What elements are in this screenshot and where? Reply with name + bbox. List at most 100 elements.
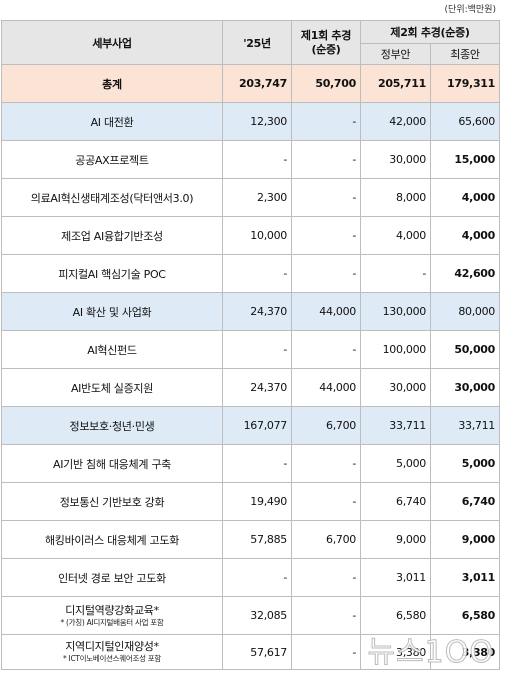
value-gov: 30,000 bbox=[360, 368, 431, 407]
value-supp1: 44,000 bbox=[291, 368, 361, 407]
value-supp1: - bbox=[291, 444, 361, 483]
value-gov: 130,000 bbox=[360, 292, 431, 331]
value-final: 50,000 bbox=[429, 330, 501, 369]
row-name: 의료AI혁신생태계조성(닥터앤서3.0) bbox=[1, 178, 223, 217]
value-gov: 4,000 bbox=[360, 216, 431, 255]
total-row: 총계 203,747 50,700 205,711 179,311 bbox=[1, 64, 501, 103]
table-row: AI혁신펀드 - -100,000 50,000 bbox=[1, 330, 501, 369]
table-row: 해킹바이러스 대응체계 고도화 57,885 6,700 9,000 9,000 bbox=[1, 520, 501, 559]
value-final: 3,380 bbox=[429, 634, 501, 670]
value-final: 42,600 bbox=[429, 254, 501, 293]
value-2025: 12,300 bbox=[222, 102, 292, 141]
row-name: 정보통신 기반보호 강화 bbox=[1, 482, 223, 521]
row-name: 총계 bbox=[1, 64, 223, 103]
row-name: 디지털역량강화교육* * (가칭) AI디지털배움터 사업 포함 bbox=[1, 596, 223, 635]
table-row: 정보통신 기반보호 강화 19,490-6,740 6,740 bbox=[1, 482, 501, 521]
table-row: 제조업 AI융합기반조성 10,000-4,000 4,000 bbox=[1, 216, 501, 255]
value-2025: 32,085 bbox=[222, 596, 292, 635]
value-final: 80,000 bbox=[429, 292, 501, 331]
category-row: AI 확산 및 사업화 24,370 44,000 130,000 80,000 bbox=[1, 292, 501, 331]
value-supp1: 6,700 bbox=[291, 406, 361, 445]
value-gov: 30,000 bbox=[360, 140, 431, 179]
value-final: 5,000 bbox=[429, 444, 501, 483]
value-2025: 19,490 bbox=[222, 482, 292, 521]
row-footnote: * (가칭) AI디지털배움터 사업 포함 bbox=[60, 617, 164, 627]
value-supp1: - bbox=[291, 330, 361, 369]
value-2025: 24,370 bbox=[222, 368, 292, 407]
table-row: 피지컬AI 핵심기술 POC - - -42,600 bbox=[1, 254, 501, 293]
value-2025: - bbox=[222, 330, 292, 369]
value-2025: - bbox=[222, 444, 292, 483]
value-2025: 24,370 bbox=[222, 292, 292, 331]
value-final: 15,000 bbox=[429, 140, 501, 179]
value-final: 4,000 bbox=[429, 216, 501, 255]
table-row: 지역디지털인재양성* * ICT이노베이션스퀘어조성 포함 57,617-3,380… bbox=[1, 634, 501, 670]
value-final: 6,740 bbox=[429, 482, 501, 521]
value-supp1: - bbox=[291, 634, 361, 670]
header-supp1-line1: 제1회 추경 bbox=[300, 28, 352, 42]
header-final: 최종안 bbox=[429, 43, 501, 65]
category-row: 정보보호·청년·민생 167,077 6,700 33,711 33,711 bbox=[1, 406, 501, 445]
value-gov: 3,011 bbox=[360, 558, 431, 597]
header-2025: '25년 bbox=[222, 20, 292, 65]
row-name: 제조업 AI융합기반조성 bbox=[1, 216, 223, 255]
row-name: 인터넷 경로 보안 고도화 bbox=[1, 558, 223, 597]
value-final: 9,000 bbox=[429, 520, 501, 559]
value-gov: 6,740 bbox=[360, 482, 431, 521]
row-name-text: 디지털역량강화교육* bbox=[65, 603, 159, 617]
table-row: 공공AX프로젝트 - -30,000 15,000 bbox=[1, 140, 501, 179]
table-row: 의료AI혁신생태계조성(닥터앤서3.0) 2,300-8,000 4,000 bbox=[1, 178, 501, 217]
value-final: 33,711 bbox=[429, 406, 501, 445]
header-item: 세부사업 bbox=[1, 20, 223, 65]
value-gov: 100,000 bbox=[360, 330, 431, 369]
row-name: 해킹바이러스 대응체계 고도화 bbox=[1, 520, 223, 559]
table-row: 디지털역량강화교육* * (가칭) AI디지털배움터 사업 포함 32,085-6,… bbox=[1, 596, 501, 635]
value-gov: 8,000 bbox=[360, 178, 431, 217]
row-name: AI기반 침해 대응체계 구축 bbox=[1, 444, 223, 483]
value-supp1: 44,000 bbox=[291, 292, 361, 331]
value-gov: 205,711 bbox=[360, 64, 431, 103]
row-name: AI 확산 및 사업화 bbox=[1, 292, 223, 331]
row-name: 피지컬AI 핵심기술 POC bbox=[1, 254, 223, 293]
value-final: 179,311 bbox=[429, 64, 501, 103]
row-name: AI 대전환 bbox=[1, 102, 223, 141]
row-name: 공공AX프로젝트 bbox=[1, 140, 223, 179]
value-supp1: 50,700 bbox=[291, 64, 361, 103]
value-gov: 33,711 bbox=[360, 406, 431, 445]
header-supp2: 제2회 추경(순증) bbox=[359, 20, 501, 44]
header-supp1: 제1회 추경 (순증) bbox=[291, 20, 361, 65]
budget-table: 세부사업 '25년 제1회 추경 (순증) 제2회 추경(순증) 정부안 최종안… bbox=[1, 20, 501, 670]
row-name: AI혁신펀드 bbox=[1, 330, 223, 369]
value-final: 30,000 bbox=[429, 368, 501, 407]
value-gov: 6,580 bbox=[360, 596, 431, 635]
table-row: AI반도체 실증지원 24,370 44,000 30,000 30,000 bbox=[1, 368, 501, 407]
header-gov: 정부안 bbox=[360, 43, 431, 65]
value-supp1: - bbox=[291, 596, 361, 635]
value-2025: - bbox=[222, 254, 292, 293]
row-name: 정보보호·청년·민생 bbox=[1, 406, 223, 445]
value-supp1: - bbox=[291, 254, 361, 293]
value-supp1: - bbox=[291, 178, 361, 217]
value-supp1: - bbox=[291, 140, 361, 179]
value-supp1: - bbox=[291, 216, 361, 255]
category-row: AI 대전환 12,300-42,000 65,600 bbox=[1, 102, 501, 141]
row-name-text: 지역디지털인재양성* bbox=[65, 640, 159, 653]
table-row: AI기반 침해 대응체계 구축 - -5,000 5,000 bbox=[1, 444, 501, 483]
value-final: 4,000 bbox=[429, 178, 501, 217]
row-name: AI반도체 실증지원 bbox=[1, 368, 223, 407]
value-supp1: 6,700 bbox=[291, 520, 361, 559]
watermark-logo: 뉴스1OO bbox=[367, 635, 494, 671]
value-2025: - bbox=[222, 140, 292, 179]
unit-label: (단위:백만원) bbox=[444, 5, 496, 15]
value-2025: 10,000 bbox=[222, 216, 292, 255]
value-2025: 2,300 bbox=[222, 178, 292, 217]
value-gov: 3,380 bbox=[360, 634, 431, 670]
value-supp1: - bbox=[291, 102, 361, 141]
value-2025: 203,747 bbox=[222, 64, 292, 103]
value-2025: 57,617 bbox=[222, 634, 292, 670]
header-supp1-line2: (순증) bbox=[311, 42, 341, 56]
value-final: 65,600 bbox=[429, 102, 501, 141]
value-2025: 167,077 bbox=[222, 406, 292, 445]
value-2025: 57,885 bbox=[222, 520, 292, 559]
value-supp1: - bbox=[291, 558, 361, 597]
